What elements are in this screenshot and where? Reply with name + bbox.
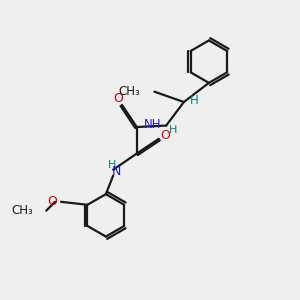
Text: NH: NH: [144, 118, 162, 130]
Text: H: H: [190, 94, 199, 107]
Text: H: H: [169, 125, 178, 135]
Text: CH₃: CH₃: [118, 85, 140, 98]
Text: O: O: [160, 129, 170, 142]
Text: CH₃: CH₃: [11, 204, 33, 217]
Text: O: O: [48, 195, 57, 208]
Text: H: H: [107, 160, 116, 170]
Text: O: O: [114, 92, 123, 105]
Text: N: N: [112, 165, 122, 178]
